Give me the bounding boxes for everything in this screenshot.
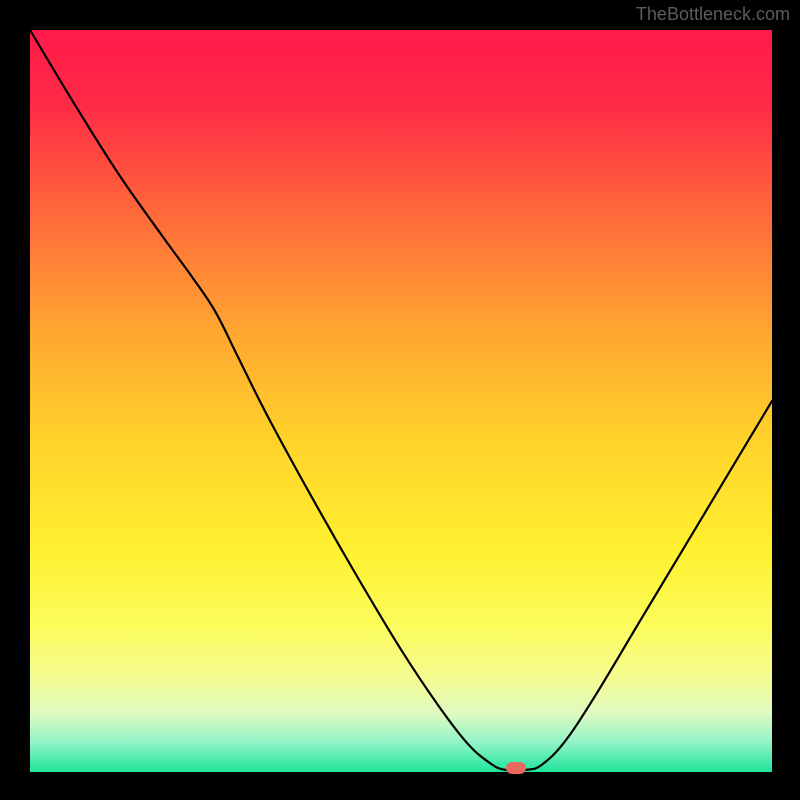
- watermark-text: TheBottleneck.com: [636, 4, 790, 25]
- bottleneck-curve: [30, 30, 772, 772]
- bottleneck-chart: [30, 30, 772, 772]
- optimum-marker: [506, 762, 526, 774]
